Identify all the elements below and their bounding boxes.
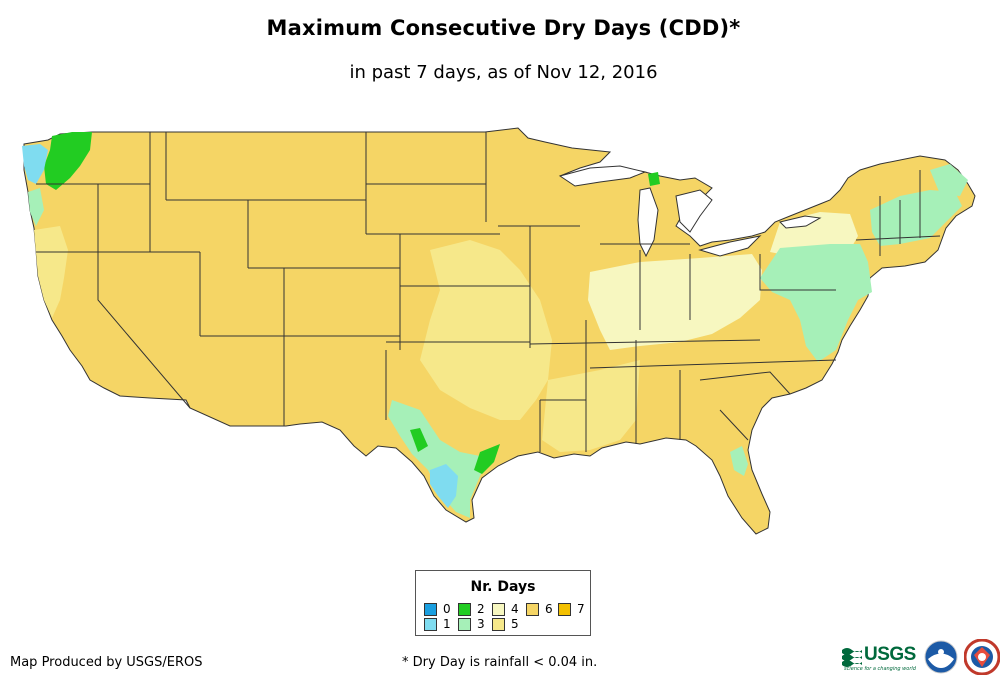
zone-south-texas-blue bbox=[430, 464, 458, 508]
legend-label: 0 bbox=[443, 602, 451, 616]
zone-plains bbox=[420, 240, 552, 420]
map-credit: Map Produced by USGS/EROS bbox=[10, 655, 203, 670]
zone-maine bbox=[930, 164, 968, 196]
legend-item: 6 bbox=[526, 602, 553, 616]
zone-nw-coast bbox=[28, 188, 44, 226]
agency-logos: USGS science for a changing world bbox=[842, 638, 1002, 678]
zone-texas-green bbox=[410, 428, 428, 452]
precip-overlays bbox=[22, 132, 968, 518]
noaa-logo bbox=[924, 640, 958, 674]
map-title: Maximum Consecutive Dry Days (CDD)* bbox=[266, 16, 741, 40]
zone-texas-coast-green bbox=[474, 444, 500, 474]
great-lakes bbox=[558, 165, 822, 258]
legend-swatch bbox=[424, 617, 437, 631]
lake-superior bbox=[558, 165, 647, 187]
zone-mid-atlantic bbox=[760, 244, 872, 362]
zone-new-england bbox=[870, 190, 962, 246]
lake-huron bbox=[675, 189, 713, 233]
map-subtitle: in past 7 days, as of Nov 12, 2016 bbox=[349, 62, 658, 83]
zone-florida bbox=[730, 446, 748, 476]
legend-item: 0 bbox=[424, 602, 451, 616]
nws-logo bbox=[964, 639, 1000, 675]
legend-swatch bbox=[558, 602, 571, 616]
us-map bbox=[22, 127, 976, 535]
legend-item: 4 bbox=[492, 602, 519, 616]
zone-gulf bbox=[542, 360, 640, 452]
zone-puget-sound bbox=[22, 144, 48, 184]
legend-swatch bbox=[526, 602, 539, 616]
legend-label: 2 bbox=[477, 602, 485, 616]
lake-michigan bbox=[637, 187, 659, 258]
zone-washington-wet bbox=[44, 132, 92, 190]
footnote: * Dry Day is rainfall < 0.04 in. bbox=[402, 655, 598, 670]
legend-item: 5 bbox=[492, 617, 519, 631]
zone-california bbox=[34, 226, 68, 318]
legend-label: 3 bbox=[477, 617, 485, 631]
legend-swatch bbox=[458, 617, 471, 631]
lake-erie bbox=[698, 235, 762, 257]
legend-item: 3 bbox=[458, 617, 485, 631]
legend: Nr. Days 0 1 2 3 4 5 6 7 bbox=[415, 570, 591, 636]
usgs-logo bbox=[842, 648, 862, 667]
lake-ontario bbox=[779, 215, 822, 229]
zone-ohio-valley bbox=[588, 254, 762, 350]
legend-swatch bbox=[492, 602, 505, 616]
legend-item: 1 bbox=[424, 617, 451, 631]
legend-label: 4 bbox=[511, 602, 519, 616]
legend-label: 6 bbox=[545, 602, 553, 616]
legend-swatch bbox=[424, 602, 437, 616]
legend-label: 1 bbox=[443, 617, 451, 631]
usgs-wordmark: USGS bbox=[864, 644, 916, 665]
legend-title: Nr. Days bbox=[470, 579, 536, 595]
legend-swatch bbox=[458, 602, 471, 616]
zone-michigan-green bbox=[648, 172, 660, 186]
legend-item: 2 bbox=[458, 602, 485, 616]
state-boundaries bbox=[36, 132, 941, 452]
legend-label: 5 bbox=[511, 617, 519, 631]
legend-item: 7 bbox=[558, 602, 585, 616]
usgs-tagline: science for a changing world bbox=[844, 666, 916, 672]
legend-swatch bbox=[492, 617, 505, 631]
legend-label: 7 bbox=[577, 602, 585, 616]
